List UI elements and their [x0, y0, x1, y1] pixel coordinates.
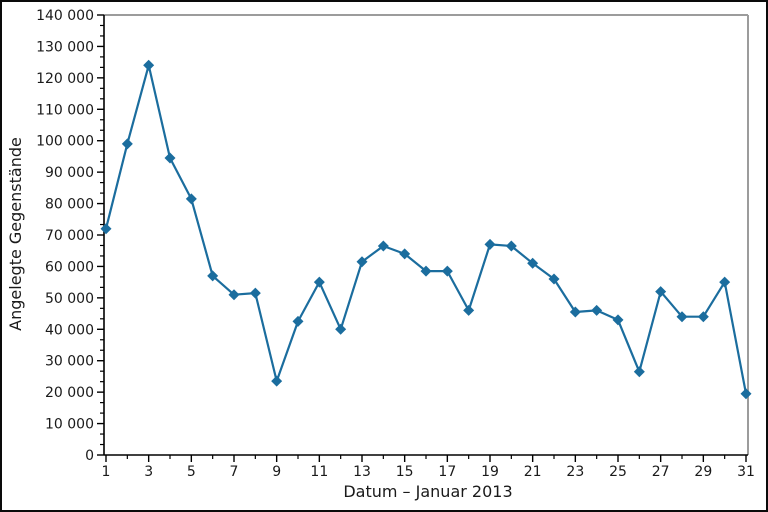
y-tick-label: 140 000: [36, 8, 94, 24]
y-tick-label: 100 000: [36, 134, 94, 150]
y-tick-label: 70 000: [45, 228, 94, 244]
y-tick-label: 120 000: [36, 71, 94, 87]
x-tick-label: 29: [694, 464, 712, 480]
x-tick-label: 31: [737, 464, 755, 480]
x-tick-label: 7: [230, 464, 239, 480]
data-point: [313, 276, 325, 288]
data-point: [548, 273, 560, 285]
data-point: [441, 265, 453, 277]
y-axis-ticks: 0 10 000 20 000 30 000 40 000 50 000 60 000 70 …: [36, 8, 104, 464]
data-point: [207, 270, 219, 282]
data-point: [740, 388, 752, 400]
data-point: [420, 265, 432, 277]
data-point: [697, 311, 709, 323]
data-point: [569, 306, 581, 318]
y-tick-label: 10 000: [45, 417, 94, 433]
data-point: [121, 138, 133, 150]
data-point: [719, 276, 731, 288]
data-point: [633, 366, 645, 378]
x-tick-label: 23: [566, 464, 584, 480]
y-tick-label: 0: [85, 448, 94, 464]
x-axis-ticks: 1 3 5 7 9 11 13 15 17 19 21 23 25 27 29 31: [102, 455, 755, 480]
data-point: [463, 304, 475, 316]
y-tick-label: 130 000: [36, 39, 94, 55]
data-point: [249, 287, 261, 299]
series-line: [100, 59, 752, 400]
x-tick-label: 21: [524, 464, 542, 480]
data-point: [655, 286, 667, 298]
data-point: [356, 256, 368, 268]
data-point: [505, 240, 517, 252]
x-tick-label: 9: [272, 464, 281, 480]
series-polyline: [104, 64, 748, 395]
y-tick-label: 80 000: [45, 197, 94, 213]
y-tick-label: 30 000: [45, 354, 94, 370]
x-tick-label: 27: [652, 464, 670, 480]
y-axis-title: Angelegte Gegenstände: [6, 137, 25, 331]
data-point: [399, 248, 411, 260]
data-point: [612, 314, 624, 326]
data-point: [377, 240, 389, 252]
y-tick-label: 40 000: [45, 322, 94, 338]
x-tick-label: 1: [102, 464, 111, 480]
data-point: [591, 304, 603, 316]
data-point: [292, 315, 304, 327]
data-point: [228, 289, 240, 301]
data-point: [100, 223, 112, 235]
data-point: [164, 152, 176, 164]
data-point: [271, 375, 283, 387]
x-tick-label: 11: [310, 464, 328, 480]
y-tick-label: 50 000: [45, 291, 94, 307]
data-point: [676, 311, 688, 323]
y-tick-label: 60 000: [45, 259, 94, 275]
y-tick-label: 110 000: [36, 102, 94, 118]
x-tick-label: 5: [187, 464, 196, 480]
y-tick-label: 20 000: [45, 385, 94, 401]
x-tick-label: 17: [438, 464, 456, 480]
data-point: [185, 193, 197, 205]
y-tick-label: 90 000: [45, 165, 94, 181]
x-tick-label: 25: [609, 464, 627, 480]
x-axis-title: Datum – Januar 2013: [343, 482, 512, 501]
x-tick-label: 15: [396, 464, 414, 480]
data-point: [335, 323, 347, 335]
x-tick-label: 13: [353, 464, 371, 480]
data-point: [527, 257, 539, 269]
x-tick-label: 19: [481, 464, 499, 480]
x-tick-label: 3: [144, 464, 153, 480]
data-point: [143, 59, 155, 71]
data-point: [484, 238, 496, 250]
